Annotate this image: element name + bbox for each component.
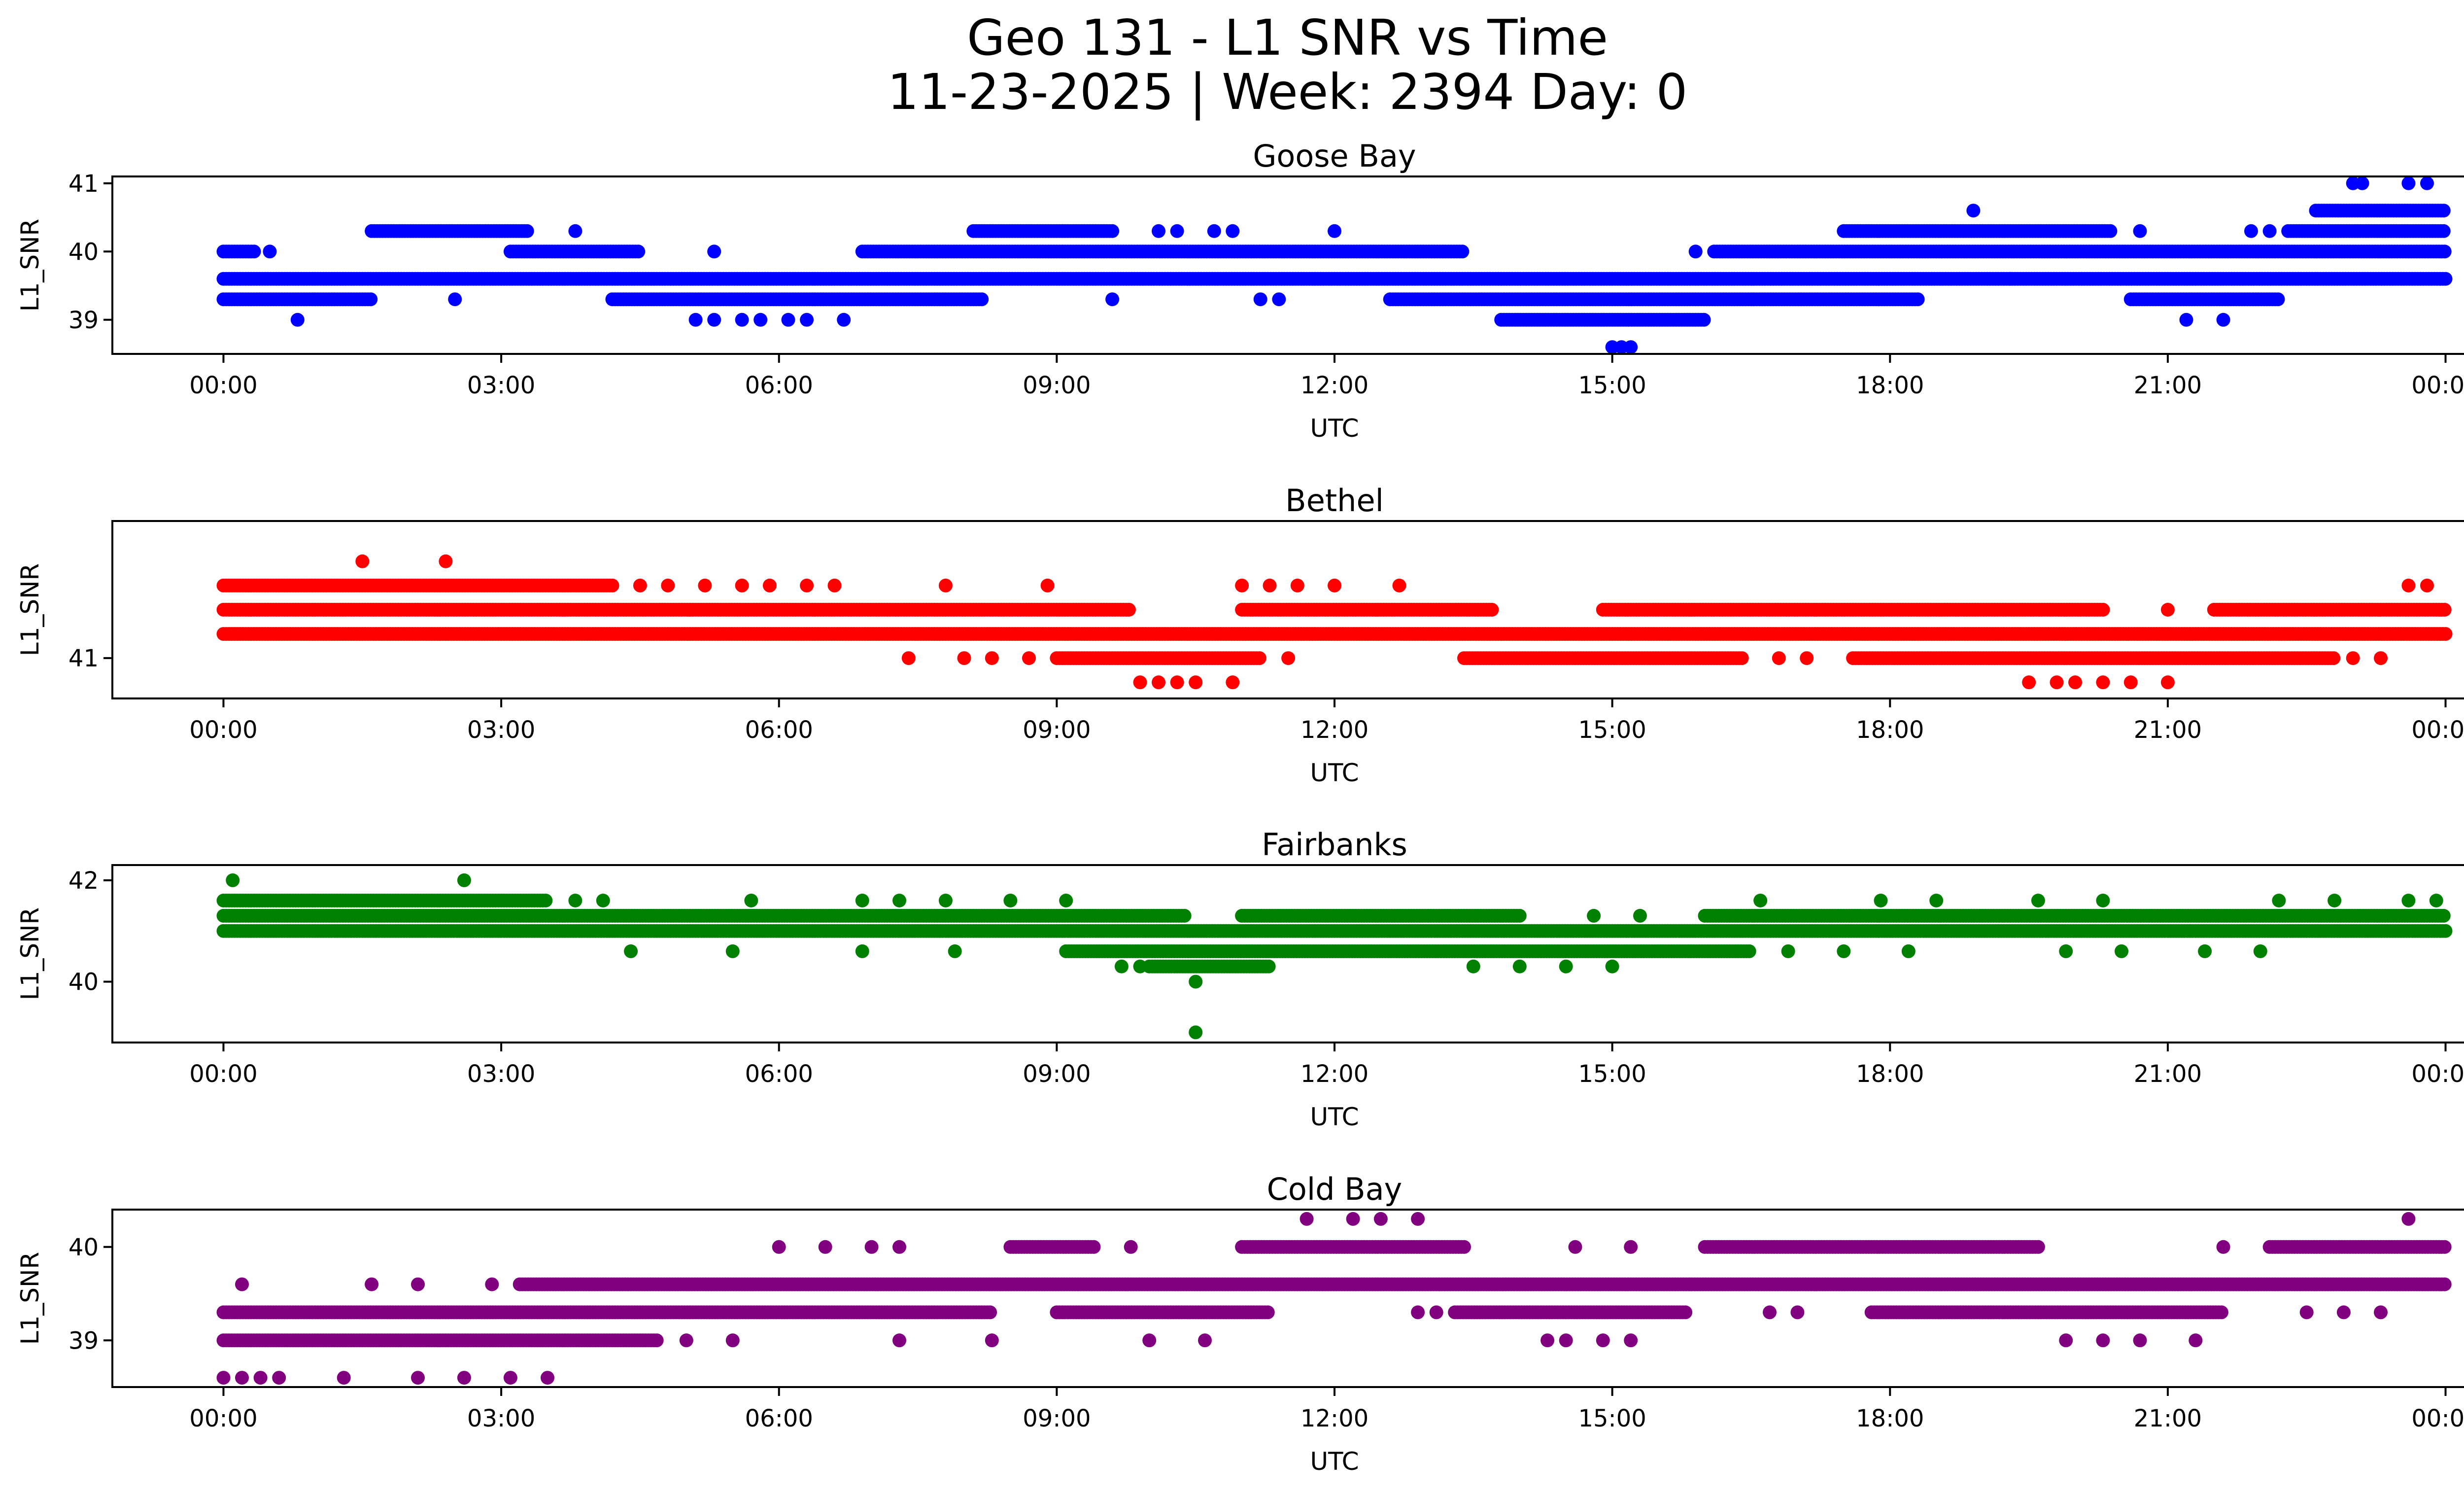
figure-subtitle: 11-23-2025 | Week: 2394 Day: 0 [887,63,1688,121]
data-point [2438,272,2453,286]
data-point [631,244,646,259]
data-point [975,292,989,307]
data-point [364,292,378,307]
data-point [247,244,261,259]
data-point [1911,292,1925,307]
data-point [2271,292,2285,307]
y-axis-label: L1_SNR [16,219,44,312]
data-points [216,176,2453,354]
figure-title: Geo 131 - L1 SNR vs Time [967,9,1608,67]
x-axis-label: UTC [1310,414,1359,443]
subplot-title: Goose Bay [1253,138,1416,174]
